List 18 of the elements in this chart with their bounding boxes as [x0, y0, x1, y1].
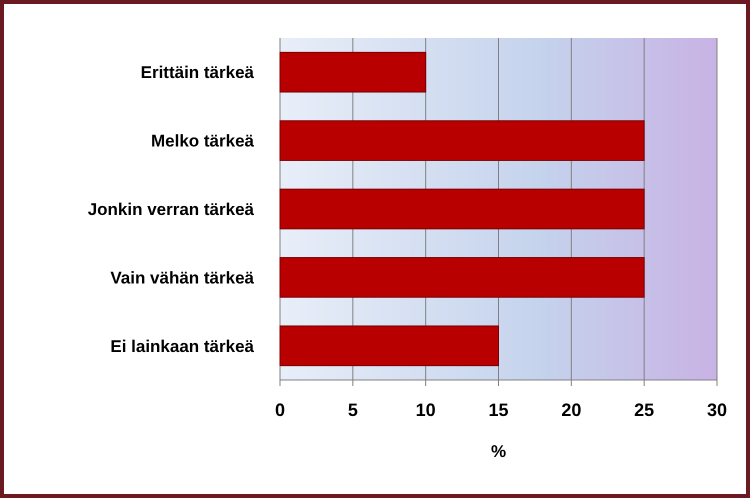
bar [280, 188, 645, 230]
x-tick-label: 20 [561, 400, 582, 420]
bar [280, 257, 645, 298]
y-tick-label: Melko tärkeä [151, 132, 255, 151]
y-tick-label: Vain vähän tärkeä [110, 268, 255, 288]
x-tick-label: 25 [634, 400, 654, 420]
y-tick-label: Ei lainkaan tärkeä [110, 336, 255, 356]
x-tick-label: 30 [706, 400, 728, 420]
y-tick-label: Jonkin verran tärkeä [88, 200, 255, 219]
x-tick-label: 0 [274, 400, 286, 420]
x-tick-label: 10 [416, 400, 436, 420]
x-tick-label: 15 [488, 400, 509, 420]
y-tick-label: Erittäin tärkeä [140, 63, 255, 82]
x-tick-label: 5 [348, 400, 358, 420]
bar [280, 120, 645, 161]
bar [280, 325, 499, 366]
x-axis-title: % [490, 442, 506, 461]
bar [280, 52, 426, 93]
